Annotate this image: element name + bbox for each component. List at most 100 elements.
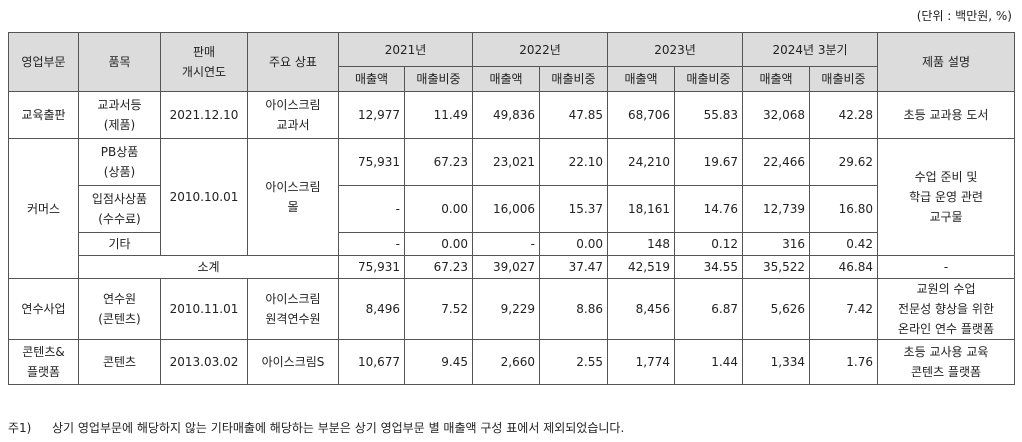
description-cell: 초등 교과용 도서 (877, 91, 1016, 139)
header-year: 2021년 (338, 32, 473, 67)
share-cell: 19.67 (674, 138, 743, 186)
sales-cell: 2,660 (472, 339, 540, 385)
brand-line: 아이스크림 (265, 98, 321, 112)
description-cell: 교원의 수업 전문성 향상을 위한 온라인 연수 플랫폼 (877, 278, 1016, 340)
brand-cell: 아이스크림S (247, 339, 339, 385)
item-line: 입점사상품 (91, 192, 148, 206)
table-row-edu: 교육출판 교과서등 (제품) 2021.12.10 아이스크림 교과서 12,9… (8, 91, 1016, 139)
footnote-text: 상기 영업부문에 해당하지 않는 기타매출에 해당하는 부분은 상기 영업부문 … (52, 421, 625, 435)
header-launch-line: 판매 (192, 45, 216, 59)
sales-cell: 16,006 (472, 185, 540, 233)
subtotal-label: 소계 (78, 255, 339, 279)
item-line: (상품) (103, 165, 136, 179)
description-line: 초등 교사용 교육 (903, 345, 989, 359)
segment-line: 콘텐츠& (22, 345, 65, 359)
item-line: (콘텐츠) (98, 312, 141, 326)
share-cell: 7.52 (404, 278, 473, 340)
table-row-training: 연수사업 연수원 (콘텐츠) 2010.11.01 아이스크림 원격연수원 8,… (8, 278, 1016, 340)
header-share: 매출비중 (674, 66, 743, 92)
description-cell: - (877, 255, 1016, 279)
sales-cell: 18,161 (607, 185, 675, 233)
share-cell: 1.44 (674, 339, 743, 385)
sales-cell: 32,068 (742, 91, 810, 139)
sales-cell: 9,229 (472, 278, 540, 340)
share-cell: 2.55 (539, 339, 608, 385)
sales-cell: 23,021 (472, 138, 540, 186)
segment-cell: 교육출판 (8, 91, 79, 139)
share-cell: 34.55 (674, 255, 743, 279)
description-line: 학급 운영 관련 (909, 190, 983, 204)
share-cell: 9.45 (404, 339, 473, 385)
sales-cell: 8,496 (338, 278, 405, 340)
table-row-commerce-pb: 커머스 PB상품 (상품) 2010.10.01 아이스크림 몰 75,931 … (8, 138, 1016, 279)
share-cell: 0.00 (539, 232, 608, 256)
sales-cell: 12,977 (338, 91, 405, 139)
share-cell: 14.76 (674, 185, 743, 233)
description-cell: 수업 준비 및 학급 운영 관련 교구물 (877, 138, 1016, 256)
sales-table: 영업부문 품목 판매 개시연도 주요 상표 2021년 2022년 2023년 … (8, 32, 1016, 385)
brand-cell: 아이스크림 교과서 (247, 91, 339, 139)
header-share: 매출비중 (539, 66, 608, 92)
item-line: (수수료) (98, 212, 141, 226)
sales-cell: 1,334 (742, 339, 810, 385)
sales-cell: 35,522 (742, 255, 810, 279)
header-description: 제품 설명 (877, 32, 1016, 92)
share-cell: 67.23 (404, 138, 473, 186)
item-cell: 교과서등 (제품) (78, 91, 161, 139)
brand-line: 교과서 (276, 118, 310, 132)
share-cell: 29.62 (808, 138, 879, 186)
share-cell: 55.83 (674, 91, 743, 139)
item-line: 연수원 (102, 292, 137, 306)
segment-cell: 콘텐츠& 플랫폼 (8, 339, 79, 385)
share-cell: 0.00 (404, 232, 473, 256)
share-cell: 0.42 (808, 232, 879, 256)
launch-cell: 2010.10.01 (160, 138, 248, 256)
header-share: 매출비중 (808, 66, 879, 92)
sales-cell: 148 (607, 232, 675, 256)
sales-cell: 5,626 (742, 278, 810, 340)
description-cell: 초등 교사용 교육 콘텐츠 플랫폼 (877, 339, 1016, 385)
header-brand: 주요 상표 (247, 32, 339, 92)
share-cell: 0.00 (404, 185, 473, 233)
description-line: 온라인 연수 플랫폼 (898, 322, 994, 336)
table-row-content-platform: 콘텐츠& 플랫폼 콘텐츠 2013.03.02 아이스크림S 10,677 9.… (8, 339, 1016, 385)
item-cell: 연수원 (콘텐츠) (78, 278, 161, 340)
item-cell: 콘텐츠 (78, 339, 161, 385)
share-cell: 6.87 (674, 278, 743, 340)
header-launch-date: 판매 개시연도 (160, 32, 248, 92)
sales-cell: - (338, 185, 405, 233)
item-line: 교과서등 (97, 98, 142, 112)
brand-cell: 아이스크림 몰 (247, 138, 339, 256)
description-line: 콘텐츠 플랫폼 (910, 365, 982, 379)
sales-cell: 12,739 (742, 185, 810, 233)
header-row-top: 영업부문 품목 판매 개시연도 주요 상표 2021년 2022년 2023년 … (8, 32, 1016, 92)
share-cell: 15.37 (539, 185, 608, 233)
share-cell: 8.86 (539, 278, 608, 340)
description-line: 전문성 향상을 위한 (898, 302, 994, 316)
share-cell: 11.49 (404, 91, 473, 139)
sales-cell: 49,836 (472, 91, 540, 139)
brand-line: 아이스크림 (265, 180, 321, 194)
footnote-number: 주1) (8, 421, 32, 435)
header-sales: 매출액 (472, 66, 540, 92)
header-launch-line: 개시연도 (181, 65, 227, 79)
share-cell: 67.23 (404, 255, 473, 279)
segment-cell: 연수사업 (8, 278, 79, 340)
share-cell: 22.10 (539, 138, 608, 186)
footnote: 주1) 상기 영업부문에 해당하지 않는 기타매출에 해당하는 부분은 상기 영업… (8, 419, 624, 436)
sales-cell: 10,677 (338, 339, 405, 385)
brand-line: 몰 (287, 200, 299, 214)
share-cell: 16.80 (808, 185, 879, 233)
sales-cell: - (338, 232, 405, 256)
brand-line: 원격연수원 (265, 312, 321, 326)
share-cell: 37.47 (539, 255, 608, 279)
share-cell: 47.85 (539, 91, 608, 139)
header-year: 2023년 (607, 32, 743, 67)
table-row-commerce-subtotal: 소계 75,931 67.23 39,027 37.47 42,519 34.5… (9, 255, 1016, 279)
sales-cell: 316 (742, 232, 810, 256)
header-row-sub: 매출액 매출비중 매출액 매출비중 매출액 매출비중 매출액 매출비중 (9, 66, 1015, 92)
header-segment: 영업부문 (8, 32, 79, 92)
share-cell: 0.12 (674, 232, 743, 256)
share-cell: 1.76 (808, 339, 879, 385)
sales-cell: 42,519 (607, 255, 675, 279)
